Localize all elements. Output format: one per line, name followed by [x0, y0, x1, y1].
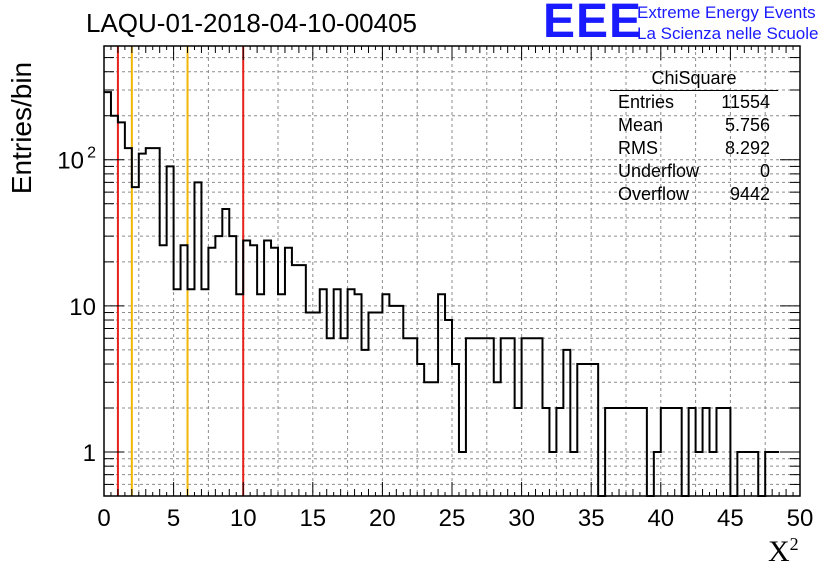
logo-text-line2: La Scienza nelle Scuole — [637, 24, 819, 43]
eee-logo: EEE — [543, 0, 643, 48]
x-tick-label: 15 — [299, 505, 326, 532]
x-tick-label: 50 — [787, 505, 814, 532]
grid-lines — [104, 46, 800, 496]
stats-row: Mean 5.756 — [610, 114, 778, 137]
x-tick-label: 30 — [508, 505, 535, 532]
y-axis-label: Entries/bin — [6, 61, 37, 195]
y-tick-label: 1 — [83, 440, 96, 467]
stats-value: 11554 — [721, 92, 770, 112]
x-tick-label: 45 — [717, 505, 744, 532]
x-tick-label: 20 — [369, 505, 396, 532]
x-axis-label: X2 — [768, 534, 799, 569]
stats-label: RMS — [618, 138, 658, 158]
stats-row: Underflow 0 — [610, 160, 778, 183]
histogram-series — [104, 91, 780, 497]
x-tick-label: 35 — [578, 505, 605, 532]
x-tick-label: 0 — [97, 505, 110, 532]
stats-title: ChiSquare — [610, 68, 778, 91]
stats-value: 5.756 — [724, 115, 770, 135]
stats-value: 8.292 — [724, 138, 770, 158]
x-tick-label: 25 — [439, 505, 466, 532]
stats-value: 9442 — [729, 184, 770, 204]
y-tick-label-sup: 2 — [87, 145, 96, 162]
stats-label: Overflow — [618, 184, 690, 204]
x-tick-label: 10 — [230, 505, 257, 532]
run-title: LAQU-01-2018-04-10-00405 — [86, 8, 417, 38]
x-axis-label-sup: 2 — [789, 534, 799, 554]
x-tick-label: 40 — [647, 505, 674, 532]
stats-label: Entries — [618, 92, 675, 112]
logo-text-line1: Extreme Energy Events — [637, 3, 816, 22]
stats-box: ChiSquare Entries 11554 Mean 5.756 RMS 8.29… — [610, 68, 778, 206]
x-axis-label-base: X — [768, 535, 790, 568]
y-tick-label: 10 — [69, 294, 96, 321]
stats-value: 0 — [759, 161, 770, 181]
stats-row: Overflow 9442 — [610, 183, 778, 206]
x-tick-label: 5 — [167, 505, 180, 532]
stats-label: Mean — [618, 115, 664, 135]
y-tick-label: 10 — [57, 148, 84, 175]
x-axis: 0 5 10 15 20 25 30 35 40 45 50 — [97, 46, 813, 532]
stats-row: RMS 8.292 — [610, 137, 778, 160]
stats-label: Underflow — [618, 161, 700, 181]
stats-row: Entries 11554 — [610, 91, 778, 114]
